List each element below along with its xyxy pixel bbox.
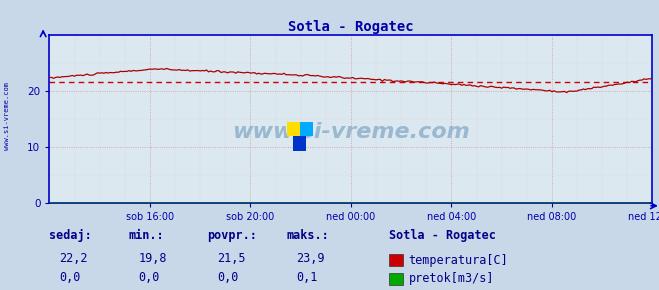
Text: Sotla - Rogatec: Sotla - Rogatec: [389, 229, 496, 242]
Text: pretok[m3/s]: pretok[m3/s]: [409, 273, 494, 285]
Text: maks.:: maks.:: [287, 229, 330, 242]
Bar: [287, 122, 300, 136]
Bar: [293, 136, 306, 151]
Text: 23,9: 23,9: [297, 253, 325, 265]
Text: sedaj:: sedaj:: [49, 229, 92, 242]
Title: Sotla - Rogatec: Sotla - Rogatec: [288, 20, 414, 34]
Text: www.si-vreme.com: www.si-vreme.com: [232, 122, 470, 142]
Text: 21,5: 21,5: [217, 253, 246, 265]
Text: temperatura[C]: temperatura[C]: [409, 254, 508, 267]
Text: 0,0: 0,0: [138, 271, 159, 284]
Bar: [300, 122, 313, 136]
Text: 0,1: 0,1: [297, 271, 318, 284]
Text: 22,2: 22,2: [59, 253, 88, 265]
Text: 19,8: 19,8: [138, 253, 167, 265]
Text: www.si-vreme.com: www.si-vreme.com: [3, 82, 10, 150]
Text: 0,0: 0,0: [59, 271, 80, 284]
Text: min.:: min.:: [129, 229, 164, 242]
Text: povpr.:: povpr.:: [208, 229, 258, 242]
Text: 0,0: 0,0: [217, 271, 239, 284]
